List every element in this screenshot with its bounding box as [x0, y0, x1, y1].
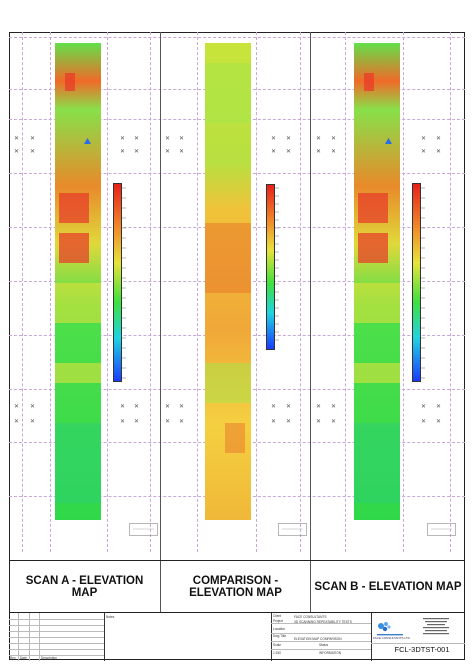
client-label: Client	[273, 614, 282, 618]
title-block: Notes Rev Date Description Client FACE C…	[9, 612, 465, 661]
client-value: FACE CONSULTANTS	[294, 615, 327, 619]
comparison-title: COMPARISON - ELEVATION MAP	[160, 561, 310, 613]
location-label: Location	[273, 627, 286, 631]
panel-title-row: SCAN A - ELEVATION MAP COMPARISON - ELEV…	[9, 560, 465, 613]
scale-value: 1:150	[273, 651, 281, 655]
status-label: Status	[319, 643, 329, 647]
detail-box	[129, 523, 158, 536]
drawing-number: FCL-3DTST-001	[394, 645, 450, 654]
date-header: Date	[20, 656, 27, 660]
column-divider	[160, 32, 161, 560]
scan-b-legend-ticks	[421, 187, 425, 379]
description-header: Description	[41, 656, 57, 660]
detail-box	[278, 523, 307, 536]
notes-label: Notes	[106, 615, 115, 619]
marker-icon	[385, 138, 392, 144]
detail-box	[427, 523, 456, 536]
scale-label: Scale	[273, 643, 281, 647]
company-name: FACE CONSULTANTS LTD	[373, 636, 410, 640]
scan-b-title: SCAN B - ELEVATION MAP	[310, 561, 465, 613]
scan-b-color-legend	[412, 183, 421, 382]
drawing-title-value: ELEVATION MAP COMPARISON	[294, 637, 342, 641]
rev-header: Rev	[10, 656, 16, 660]
scan-b-elevation-strip	[354, 43, 400, 520]
company-logo-icon	[377, 622, 403, 636]
scan-a-elevation-strip	[55, 43, 101, 520]
comparison-color-legend	[266, 184, 275, 350]
company-address-block	[423, 618, 449, 635]
scan-a-legend-ticks	[122, 187, 126, 379]
scan-a-title: SCAN A - ELEVATION MAP	[25, 575, 144, 599]
scan-a-color-legend	[113, 183, 122, 382]
drawing-sheet-frame	[9, 32, 465, 660]
comparison-legend-ticks	[275, 187, 279, 341]
project-value: 3D SCANNING REPEATABILITY TESTS	[294, 620, 352, 624]
marker-icon	[84, 138, 91, 144]
comparison-elevation-strip	[205, 43, 251, 520]
column-divider	[310, 32, 311, 560]
project-label: Project	[273, 619, 283, 623]
drawing-title-label: Dwg Title	[273, 634, 287, 638]
status-value: INFORMATION	[319, 651, 342, 655]
